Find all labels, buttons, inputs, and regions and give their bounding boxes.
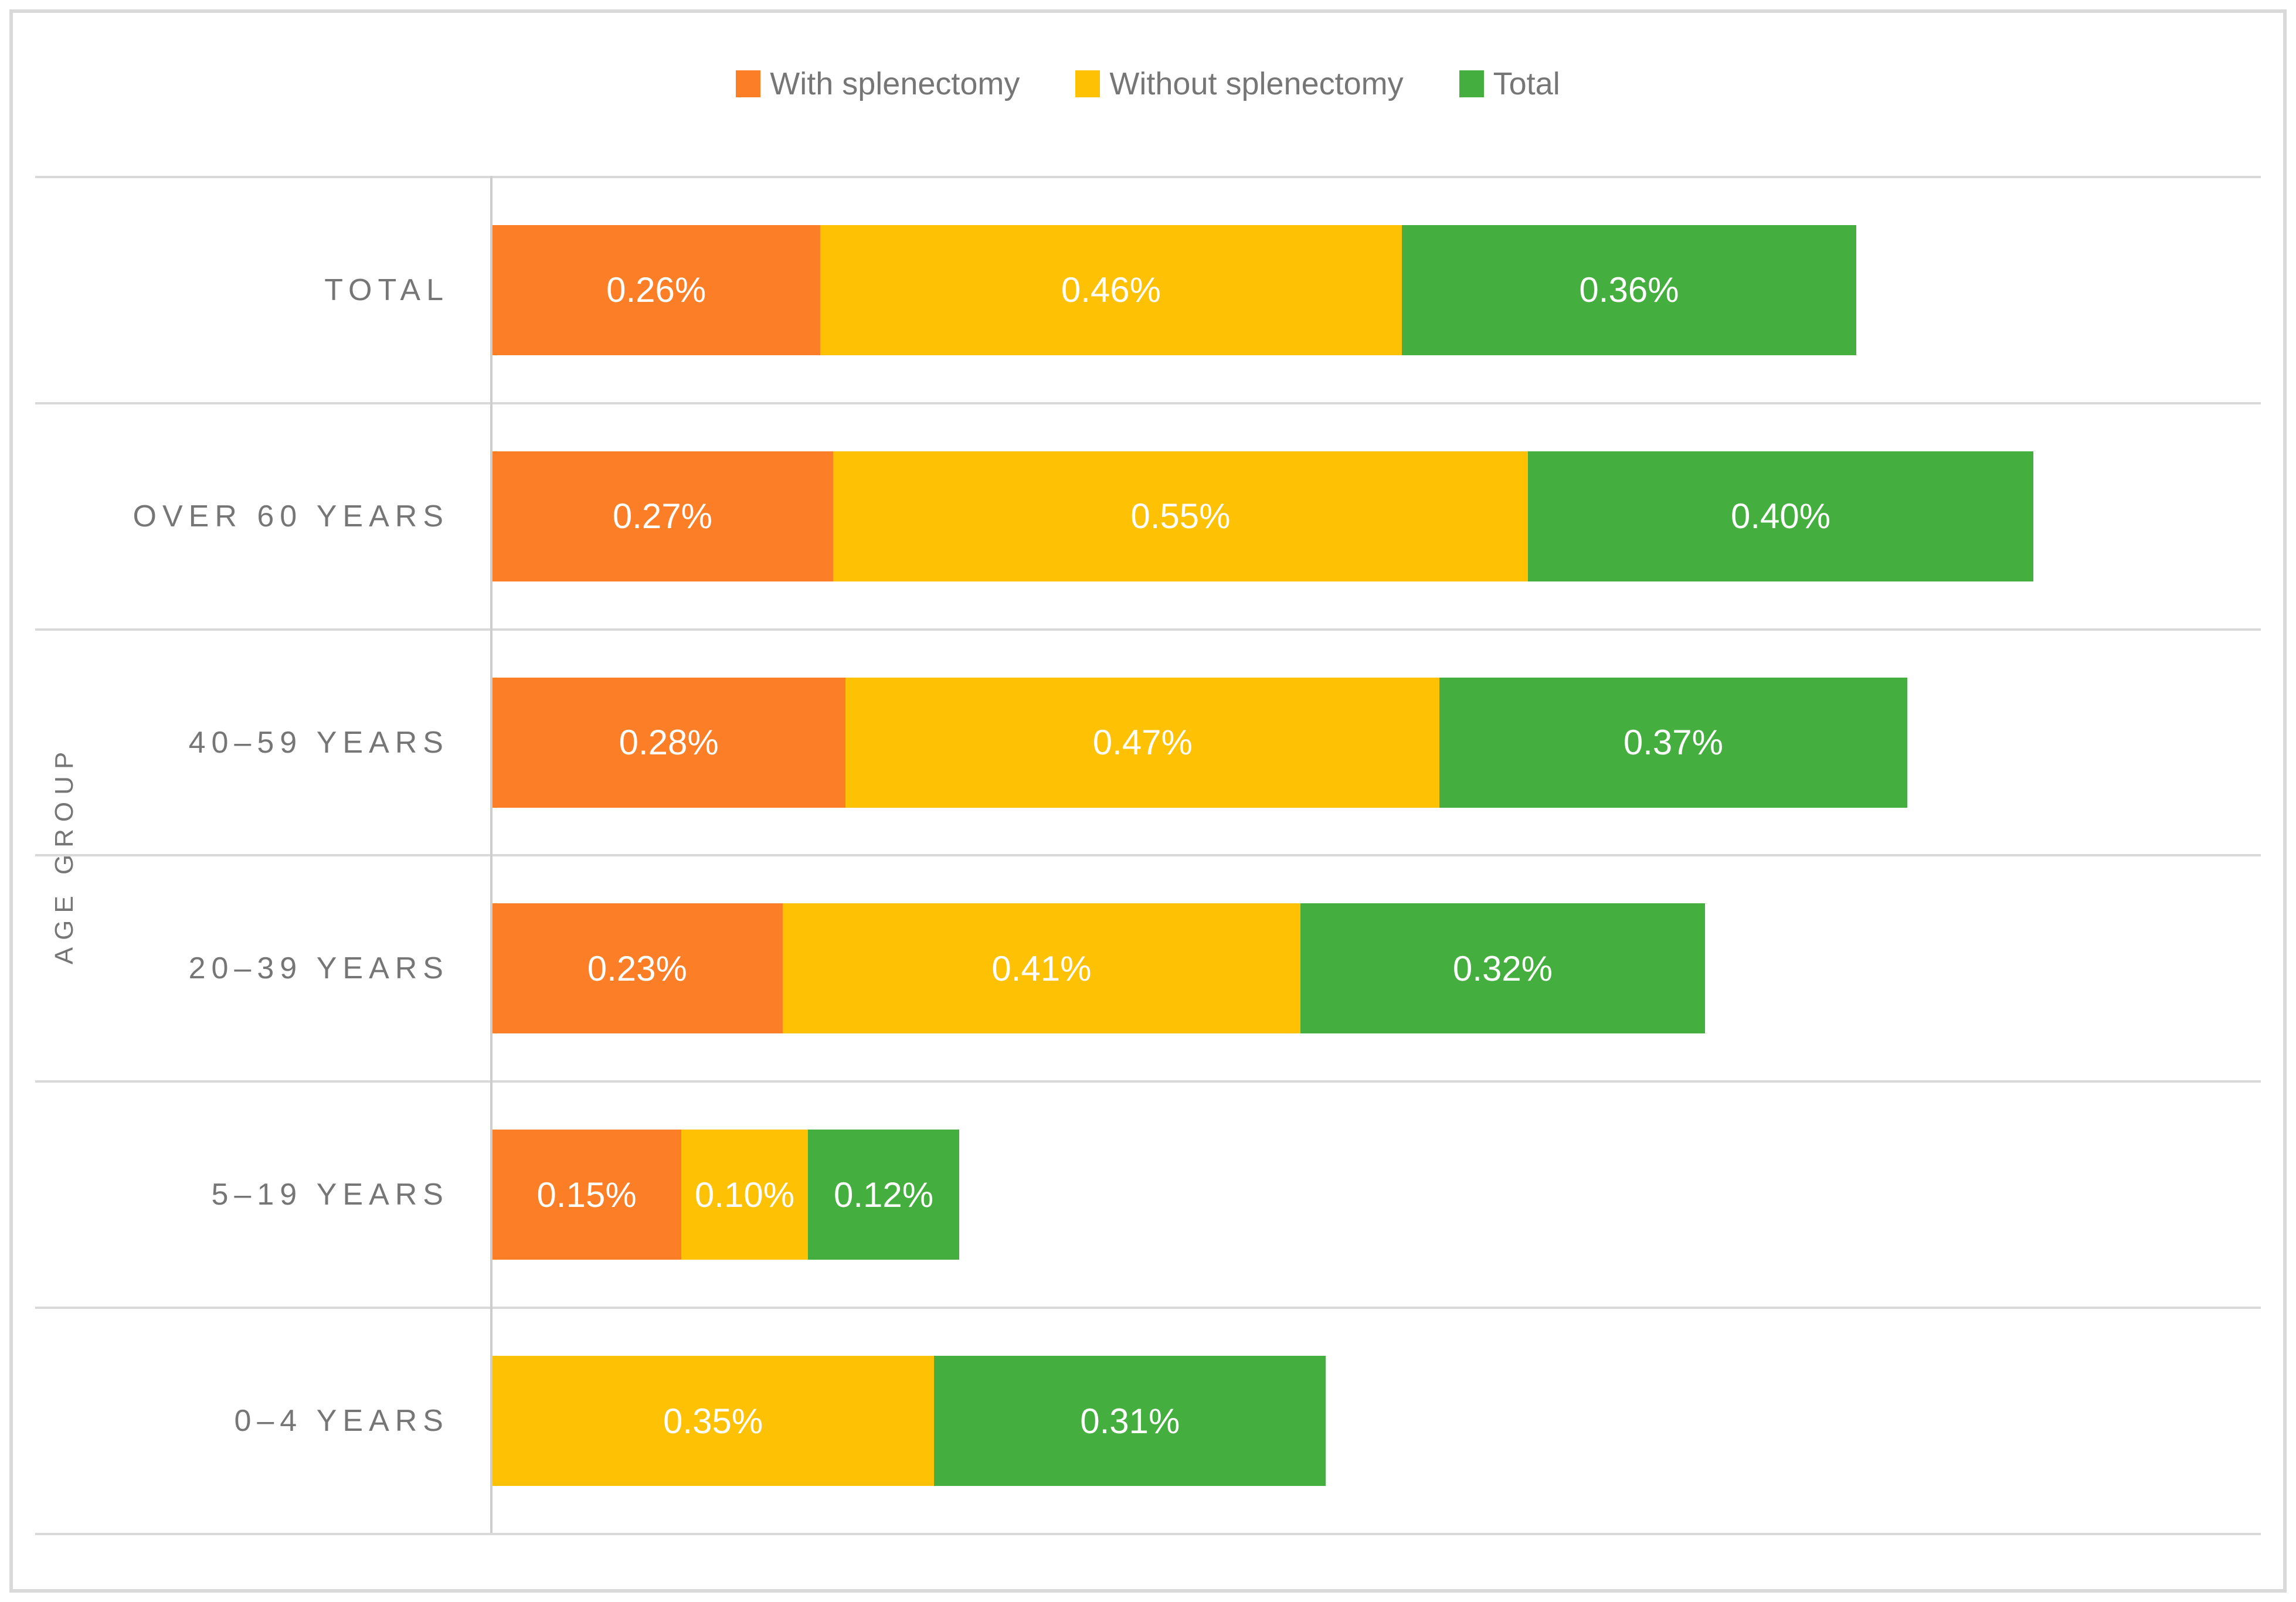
bar-value-label: 0.28% — [619, 723, 719, 763]
bar-segment-total: 0.37% — [1439, 677, 1907, 808]
bar-value-label: 0.41% — [991, 948, 1092, 988]
bar-segment-with-splenectomy: 0.28% — [492, 677, 846, 808]
bar-segment-without-splenectomy: 0.55% — [833, 451, 1529, 581]
plot-area: TOTAL 0.26% 0.46% 0.36% OVER 60 YEARS 0.27% 0.… — [35, 176, 2261, 1535]
category-label: 0–4 YEARS — [234, 1404, 449, 1438]
bar-segment-without-splenectomy: 0.35% — [492, 1356, 935, 1487]
category-label: 40–59 YEARS — [188, 725, 449, 760]
bar-segment-without-splenectomy: 0.47% — [845, 677, 1440, 808]
bar-value-label: 0.37% — [1623, 723, 1723, 763]
legend-item-without-splenectomy: Without splenectomy — [1075, 66, 1404, 102]
bar-segment-total: 0.12% — [807, 1130, 960, 1260]
category-label: 5–19 YEARS — [211, 1178, 449, 1212]
bar-value-label: 0.47% — [1092, 723, 1193, 763]
bar-value-label: 0.23% — [587, 948, 687, 988]
legend-swatch-yellow-icon — [1075, 70, 1101, 97]
legend-item-total: Total — [1459, 66, 1560, 102]
legend-label: With splenectomy — [770, 66, 1020, 101]
bar-value-label: 0.10% — [694, 1175, 795, 1215]
category-row: 0–4 YEARS 0.35% 0.31% — [35, 1307, 2261, 1533]
category-row: OVER 60 YEARS 0.27% 0.55% 0.40% — [35, 402, 2261, 628]
bar-value-label: 0.15% — [536, 1175, 637, 1215]
bar-segment-without-splenectomy: 0.46% — [820, 225, 1402, 355]
legend-label: Total — [1493, 66, 1560, 101]
legend-swatch-orange-icon — [736, 70, 761, 97]
category-row: 20–39 YEARS 0.23% 0.41% 0.32% — [35, 854, 2261, 1080]
bar-value-label: 0.26% — [606, 270, 707, 310]
bar-area: 0.23% 0.41% 0.32% — [492, 903, 2261, 1034]
bar-segment-with-splenectomy: 0.15% — [492, 1130, 682, 1260]
category-label: 20–39 YEARS — [188, 951, 449, 986]
bar-area: 0.35% 0.31% — [492, 1356, 2261, 1487]
bar-segment-total: 0.40% — [1528, 451, 2034, 581]
y-axis-line — [490, 176, 493, 1533]
bar-area: 0.15% 0.10% 0.12% — [492, 1130, 2261, 1260]
bar-value-label: 0.27% — [612, 496, 712, 536]
y-axis-title: AGE GROUP — [50, 744, 79, 965]
bar-value-label: 0.12% — [833, 1175, 934, 1215]
bar-segment-without-splenectomy: 0.41% — [782, 903, 1301, 1034]
bar-area: 0.28% 0.47% 0.37% — [492, 677, 2261, 808]
bar-value-label: 0.46% — [1061, 270, 1161, 310]
bar-area: 0.27% 0.55% 0.40% — [492, 451, 2261, 581]
category-label: TOTAL — [324, 273, 449, 307]
bar-segment-total: 0.32% — [1300, 903, 1705, 1034]
bar-value-label: 0.40% — [1731, 496, 1831, 536]
legend-item-with-splenectomy: With splenectomy — [736, 66, 1020, 102]
legend-label: Without splenectomy — [1109, 66, 1404, 101]
legend: With splenectomy Without splenectomy Tot… — [0, 56, 2296, 112]
legend-swatch-green-icon — [1459, 70, 1484, 97]
bar-segment-without-splenectomy: 0.10% — [681, 1130, 808, 1260]
bar-value-label: 0.36% — [1579, 270, 1679, 310]
bar-segment-with-splenectomy: 0.27% — [492, 451, 833, 581]
category-label: OVER 60 YEARS — [133, 499, 449, 533]
bar-segment-total: 0.36% — [1401, 225, 1857, 355]
category-row: TOTAL 0.26% 0.46% 0.36% — [35, 176, 2261, 402]
bar-area: 0.26% 0.46% 0.36% — [492, 225, 2261, 355]
bar-segment-with-splenectomy: 0.23% — [492, 903, 783, 1034]
bar-segment-with-splenectomy: 0.26% — [492, 225, 821, 355]
bar-segment-total: 0.31% — [934, 1356, 1326, 1487]
category-row: 40–59 YEARS 0.28% 0.47% 0.37% — [35, 628, 2261, 855]
bar-value-label: 0.55% — [1130, 496, 1231, 536]
category-row: 5–19 YEARS 0.15% 0.10% 0.12% — [35, 1080, 2261, 1307]
bar-value-label: 0.31% — [1080, 1401, 1180, 1441]
bar-value-label: 0.35% — [663, 1401, 763, 1441]
bar-value-label: 0.32% — [1452, 948, 1553, 988]
